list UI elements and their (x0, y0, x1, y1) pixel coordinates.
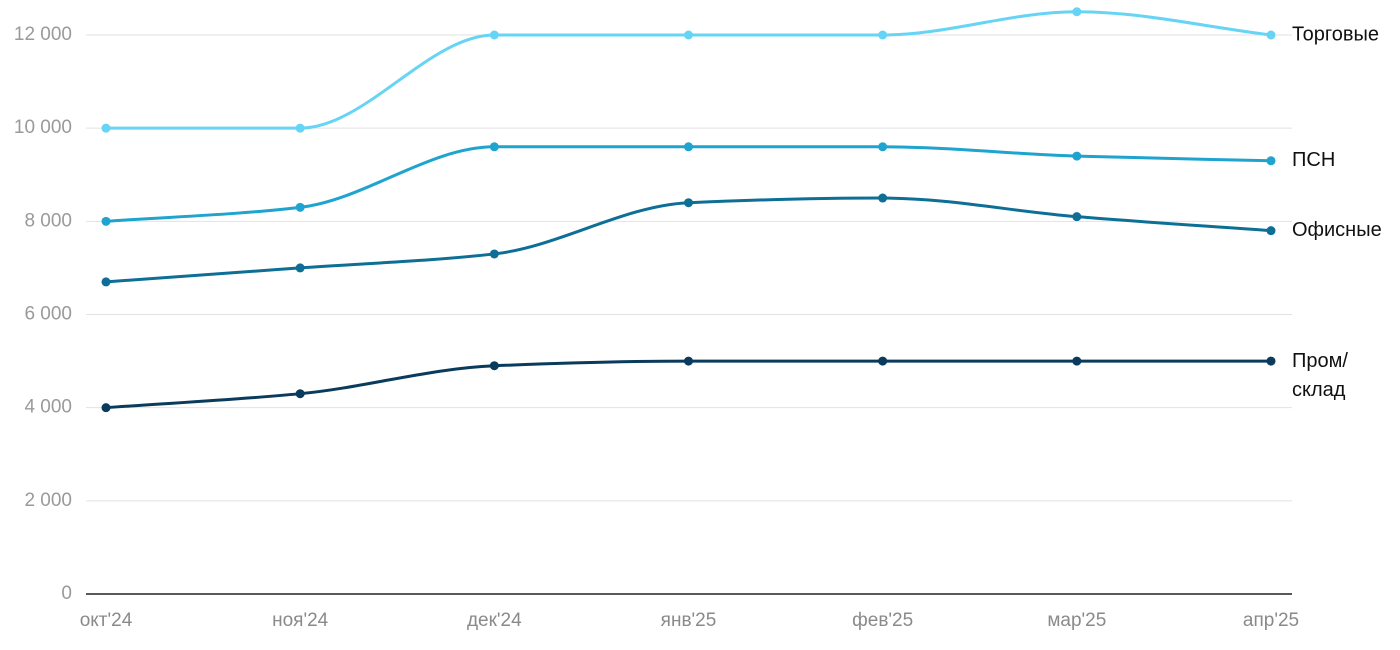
y-tick-label: 12 000 (14, 24, 72, 45)
data-point (295, 263, 305, 273)
series-label: Пром/склад (1292, 350, 1348, 401)
data-point (1266, 226, 1276, 236)
data-point (878, 356, 888, 366)
series-line (105, 359, 1271, 410)
data-point (101, 123, 111, 133)
x-tick-label: дек'24 (467, 610, 522, 631)
series-label-line: склад (1292, 379, 1346, 401)
series-label: ПСН (1292, 149, 1335, 171)
data-point (878, 193, 888, 203)
data-point (1266, 30, 1276, 40)
series-label: Торговые (1292, 23, 1379, 45)
y-tick-label: 0 (61, 583, 72, 604)
data-point (101, 403, 111, 413)
data-point (1072, 151, 1082, 161)
x-tick-label: ноя'24 (272, 610, 329, 631)
data-point (684, 142, 693, 152)
y-tick-label: 10 000 (14, 117, 72, 138)
data-point (684, 356, 693, 366)
x-tick-label: окт'24 (80, 610, 133, 631)
y-tick-label: 2 000 (24, 490, 72, 511)
data-point (295, 123, 305, 133)
y-tick-label: 4 000 (24, 397, 72, 418)
x-tick-label: янв'25 (661, 610, 717, 631)
data-point (1072, 212, 1082, 222)
series-label-line: Пром/ (1292, 350, 1348, 372)
data-point (295, 202, 305, 212)
data-point (101, 216, 111, 226)
data-point (489, 30, 499, 40)
data-point (1266, 156, 1276, 166)
data-point (295, 389, 305, 399)
data-point (101, 277, 111, 287)
x-tick-label: апр'25 (1243, 610, 1299, 631)
y-tick-label: 8 000 (24, 210, 72, 231)
data-point (878, 142, 888, 152)
data-point (489, 142, 499, 152)
data-point (684, 30, 693, 40)
data-point (489, 249, 499, 259)
data-point (1072, 7, 1082, 17)
data-point (1072, 356, 1082, 366)
data-point (489, 361, 499, 371)
data-point (878, 30, 888, 40)
x-tick-label: мар'25 (1047, 610, 1106, 631)
series-label: Офисные (1292, 219, 1382, 241)
data-point (1266, 356, 1276, 366)
y-tick-label: 6 000 (24, 304, 72, 325)
data-point (684, 198, 693, 208)
series-line (105, 10, 1272, 130)
x-tick-label: фев'25 (852, 610, 913, 631)
series-line (105, 145, 1272, 223)
